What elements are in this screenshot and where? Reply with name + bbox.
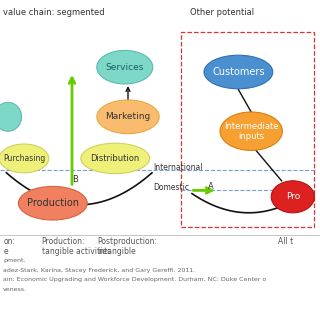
- Ellipse shape: [81, 143, 150, 173]
- Text: on:: on:: [3, 237, 15, 246]
- Ellipse shape: [97, 50, 153, 84]
- Ellipse shape: [0, 102, 22, 131]
- Text: Domestic: Domestic: [154, 183, 189, 192]
- Text: International: International: [154, 163, 203, 172]
- Ellipse shape: [271, 181, 315, 213]
- Ellipse shape: [19, 186, 87, 220]
- Bar: [181, 32, 314, 227]
- Text: Production: Production: [27, 198, 79, 208]
- Text: B: B: [72, 175, 78, 184]
- Text: Marketing: Marketing: [105, 112, 151, 121]
- Text: ain: Economic Upgrading and Workforce Development. Durham, NC: Duke Center o: ain: Economic Upgrading and Workforce De…: [3, 277, 267, 283]
- Text: pment.: pment.: [3, 258, 26, 263]
- Text: veness.: veness.: [3, 287, 27, 292]
- Text: adez-Stark, Karina, Stacey Frederick, and Gary Gereffi. 2011.: adez-Stark, Karina, Stacey Frederick, an…: [3, 268, 195, 273]
- Text: Other potential: Other potential: [190, 8, 254, 17]
- Ellipse shape: [204, 55, 273, 89]
- Text: value chain: segmented: value chain: segmented: [3, 8, 105, 17]
- Text: intangible: intangible: [98, 247, 136, 256]
- Text: Purchasing: Purchasing: [3, 154, 45, 163]
- Text: Distribution: Distribution: [91, 154, 140, 163]
- Text: A: A: [208, 182, 214, 191]
- Text: Intermediate
inputs: Intermediate inputs: [224, 122, 278, 141]
- Text: Production:: Production:: [42, 237, 85, 246]
- Ellipse shape: [97, 100, 159, 134]
- Text: tangible activities: tangible activities: [42, 247, 111, 256]
- Ellipse shape: [220, 112, 283, 150]
- Text: All t: All t: [278, 237, 294, 246]
- Ellipse shape: [0, 144, 49, 173]
- Text: Customers: Customers: [212, 67, 265, 77]
- Text: Pro: Pro: [286, 192, 300, 201]
- Text: e: e: [3, 247, 8, 256]
- Text: Postproduction:: Postproduction:: [98, 237, 157, 246]
- Text: Services: Services: [106, 63, 144, 72]
